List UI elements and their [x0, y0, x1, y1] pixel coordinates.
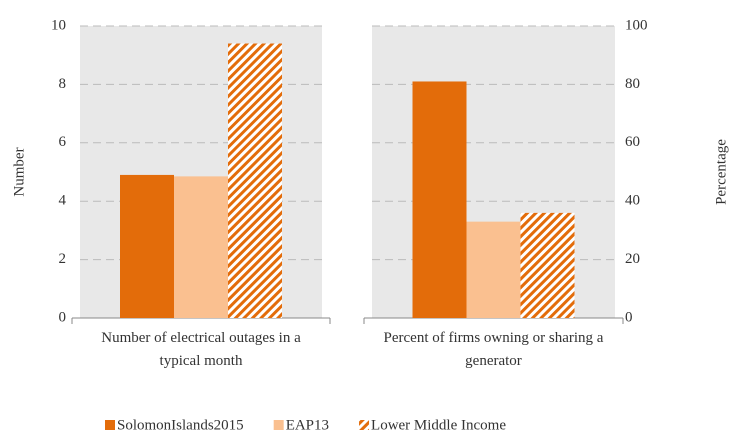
bar: [520, 212, 575, 318]
y-tick-label: 2: [59, 251, 67, 267]
y-axis-label: Number: [11, 147, 27, 196]
legend-label: Lower Middle Income: [371, 417, 506, 433]
y-tick-label: 20: [625, 251, 640, 267]
legend-swatch: [105, 420, 115, 430]
y-tick-label: 40: [625, 193, 640, 209]
y-tick-label: 0: [59, 309, 67, 325]
legend-swatch: [359, 420, 370, 430]
bar: [466, 221, 521, 318]
legend-label: SolomonIslands2015: [117, 417, 244, 433]
y-tick-label: 60: [625, 134, 640, 150]
bar: [412, 81, 467, 318]
x-tick-label: Percent of firms owning or sharing a gen…: [383, 330, 604, 369]
bar: [228, 43, 282, 319]
y-tick-label: 8: [59, 76, 67, 92]
legend-label: EAP13: [286, 417, 329, 433]
bar: [120, 174, 174, 318]
y-axis-label: Percentage: [713, 139, 729, 205]
legend-swatch: [273, 420, 284, 430]
y-tick-label: 80: [625, 76, 640, 92]
y-tick-label: 0: [625, 309, 633, 325]
y-tick-label: 4: [59, 193, 67, 209]
y-tick-label: 6: [59, 134, 67, 150]
x-tick-label: Number of electrical outages in a typica…: [101, 330, 301, 369]
y-tick-label: 10: [51, 17, 66, 33]
y-tick-label: 100: [625, 17, 648, 33]
bar: [174, 176, 228, 318]
